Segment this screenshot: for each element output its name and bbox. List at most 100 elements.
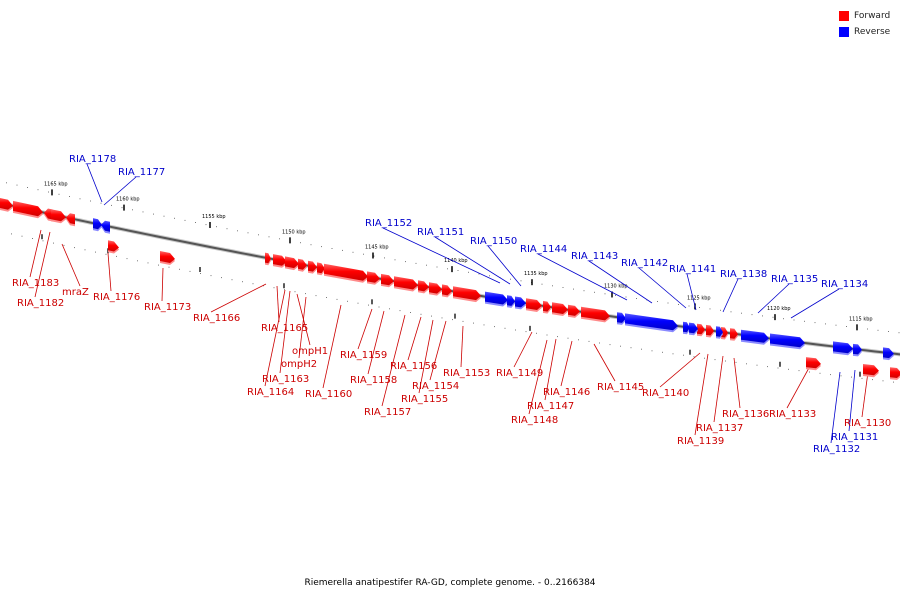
forward-gene-11 (308, 260, 317, 272)
scale-dot (651, 350, 653, 352)
forward-gene-12 (317, 262, 325, 274)
scale-dot (793, 319, 795, 321)
scale-dot (809, 371, 810, 373)
scale-dot (205, 224, 207, 226)
scale-dot (27, 187, 28, 188)
scale-dot (32, 238, 33, 239)
forward-gene-label-19: RIA_1149 (496, 368, 543, 379)
scale-dot (237, 230, 238, 232)
scale-dot (588, 340, 590, 342)
forward-gene-label-26: RIA_1137 (696, 423, 743, 434)
forward-gene-9 (285, 256, 299, 269)
scale-dot (142, 211, 144, 213)
forward-gene-leader-26 (713, 355, 724, 423)
reverse-gene-leader-3 (434, 236, 511, 285)
scale-dot (132, 209, 133, 211)
reverse-gene-leader-11 (790, 288, 840, 319)
reverse-gene-5 (617, 312, 626, 323)
scale-dot (609, 344, 611, 346)
scale-dot (893, 381, 894, 383)
scale-dot (6, 182, 7, 184)
reverse-gene-leader-13 (830, 371, 841, 444)
scale-dot (184, 219, 186, 221)
scale-dot (163, 215, 165, 217)
scale-dot (552, 285, 553, 287)
scale-dot (777, 367, 779, 369)
forward-gene-leader-14 (381, 314, 406, 407)
forward-gene-label-14: RIA_1157 (364, 407, 411, 418)
scale-dot (788, 368, 789, 370)
reverse-gene-leader-1 (103, 176, 137, 206)
forward-gene-16 (394, 276, 418, 290)
scale-dot (189, 270, 191, 272)
scale-dot (210, 275, 212, 277)
reverse-gene-leader-12 (848, 369, 856, 432)
scale-dot (898, 332, 900, 334)
scale-dot (756, 364, 758, 366)
scale-dot (431, 315, 432, 317)
scale-dot (888, 331, 889, 332)
reverse-gene-leader-7 (638, 267, 687, 309)
forward-gene-leader-12 (357, 308, 373, 350)
forward-gene-label-16: RIA_1155 (401, 394, 448, 405)
forward-gene-label-21: RIA_1147 (527, 401, 574, 412)
scale-dot (16, 184, 18, 186)
legend-item-reverse: Reverse (839, 25, 899, 39)
scale-dot (436, 266, 438, 268)
reverse-gene-0 (93, 218, 102, 230)
tick-label: 1135 kbp (524, 271, 548, 277)
scale-dot (394, 259, 396, 261)
forward-gene-leader-28 (786, 365, 811, 409)
scale-dot (84, 249, 86, 251)
forward-gene-15 (381, 273, 394, 286)
forward-gene-22 (543, 300, 551, 312)
forward-gene-13 (324, 263, 368, 281)
scale-dot (179, 268, 180, 270)
forward-gene-leader-3 (107, 252, 112, 292)
scale-dot (373, 255, 375, 257)
tick-label: 1120 kbp (767, 306, 791, 312)
scale-dot (153, 213, 154, 215)
reverse-gene-14 (883, 347, 894, 359)
scale-dot (69, 196, 70, 197)
scale-dot (725, 360, 726, 362)
scale-dot (147, 262, 149, 264)
scale-dot (615, 294, 616, 296)
forward-gene-3 (51, 209, 66, 222)
forward-gene-leader-6 (276, 285, 280, 323)
forward-gene-14 (367, 271, 380, 283)
scale-dot (840, 375, 842, 377)
forward-gene-1 (13, 200, 43, 217)
forward-gene-27 (706, 324, 714, 336)
forward-gene-leader-18 (460, 325, 464, 368)
scale-dot (825, 323, 826, 325)
scale-dot (594, 291, 595, 293)
scale-dot (772, 316, 774, 318)
forward-gene-label-29: RIA_1130 (844, 418, 891, 429)
scale-dot (58, 193, 60, 195)
reverse-gene-leader-2 (382, 227, 501, 284)
scale-dot (562, 287, 564, 288)
scale-dot (546, 334, 548, 336)
forward-gene-2 (44, 208, 53, 220)
forward-gene-leader-13 (367, 310, 385, 375)
forward-gene-label-12: RIA_1159 (340, 350, 387, 361)
scale-dot (352, 251, 354, 253)
forward-gene-leader-2 (61, 243, 81, 287)
forward-gene-leader-8 (298, 296, 307, 359)
scale-dot (221, 277, 222, 279)
scale-dot (783, 318, 784, 320)
scale-dot (714, 359, 716, 361)
forward-gene-label-6: RIA_1165 (261, 323, 308, 334)
forward-gene-leader-5 (210, 283, 267, 313)
forward-gene-26 (697, 323, 705, 335)
forward-gene-label-11: RIA_1160 (305, 389, 352, 400)
scale-dot (667, 302, 669, 304)
forward-gene-24 (568, 304, 580, 316)
scale-dot (363, 253, 364, 255)
scale-dot (846, 326, 847, 327)
forward-gene-leader-10 (264, 289, 286, 387)
scale-dot (578, 339, 579, 341)
scale-dot (877, 329, 879, 331)
scale-dot (11, 233, 12, 235)
